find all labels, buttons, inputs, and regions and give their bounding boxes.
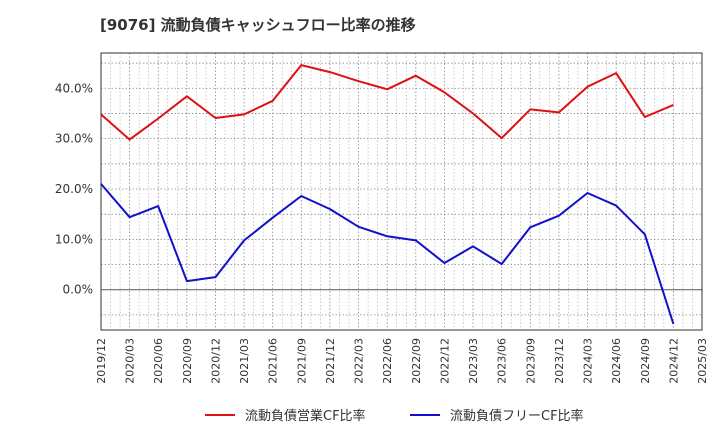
y-tick-label: 10.0% — [55, 232, 93, 246]
x-tick-label: 2024/12 — [667, 338, 680, 384]
plot-frame — [100, 52, 703, 331]
series-line-1 — [100, 183, 675, 325]
x-tick-label: 2019/12 — [95, 338, 108, 384]
legend-label-0: 流動負債営業CF比率 — [245, 408, 366, 424]
x-tick-label: 2020/03 — [124, 338, 137, 384]
x-tick-label: 2023/06 — [496, 338, 509, 384]
x-tick-label: 2024/09 — [639, 338, 652, 384]
x-tick-label: 2022/03 — [353, 338, 366, 384]
x-tick-label: 2023/03 — [467, 338, 480, 384]
y-tick-label: 30.0% — [55, 132, 93, 146]
x-tick-label: 2023/12 — [553, 338, 566, 384]
legend-label-1: 流動負債フリーCF比率 — [450, 408, 584, 424]
y-tick-label: 40.0% — [55, 81, 93, 95]
x-tick-label: 2025/03 — [696, 338, 709, 384]
x-tick-label: 2022/06 — [381, 338, 394, 384]
x-tick-label: 2024/06 — [610, 338, 623, 384]
legend-layer: 流動負債営業CF比率 流動負債フリーCF比率 — [205, 408, 584, 424]
y-tick-label: 20.0% — [55, 182, 93, 196]
axis-layer: 0.0% 10.0% 20.0% 30.0% 40.0% 2019/12 2020/03 20… — [55, 52, 709, 384]
y-tick-label: 0.0% — [63, 283, 94, 297]
x-tick-label: 2020/12 — [209, 338, 222, 384]
x-tick-label: 2021/12 — [324, 338, 337, 384]
plot-area — [101, 53, 702, 330]
x-tick-label: 2022/12 — [438, 338, 451, 384]
x-tick-label: 2021/03 — [238, 338, 251, 384]
x-tick-label: 2021/09 — [295, 338, 308, 384]
x-tick-label: 2020/06 — [152, 338, 165, 384]
x-tick-label: 2023/09 — [524, 338, 537, 384]
x-tick-label: 2021/06 — [267, 338, 280, 384]
chart-title: [9076] 流動負債キャッシュフロー比率の推移 — [100, 16, 416, 34]
x-tick-label: 2020/09 — [181, 338, 194, 384]
x-tick-label: 2024/03 — [582, 338, 595, 384]
grid-layer — [100, 53, 703, 330]
series-line-0 — [100, 64, 674, 141]
x-tick-label: 2022/09 — [410, 338, 423, 384]
series-layer — [100, 64, 675, 325]
